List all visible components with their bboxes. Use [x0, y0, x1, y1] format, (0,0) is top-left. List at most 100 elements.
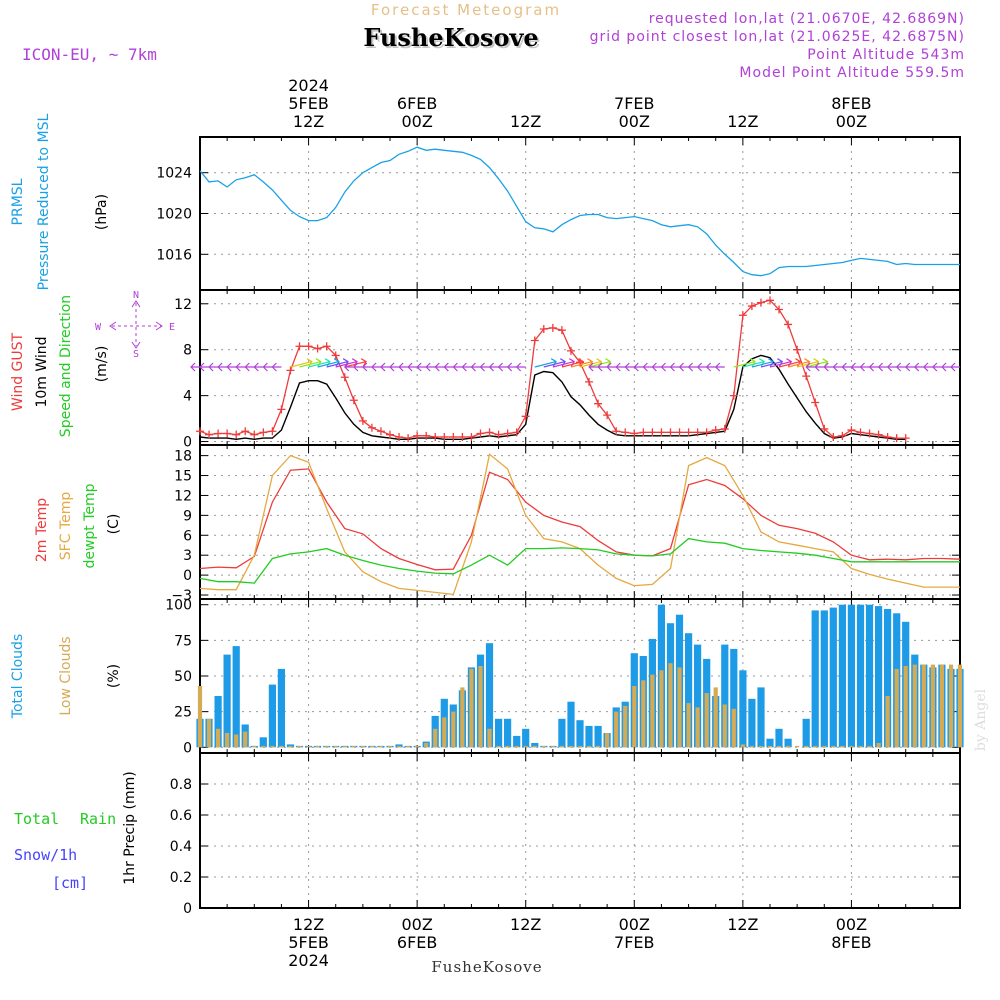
- low-cloud-bar: [270, 745, 275, 748]
- dewpt-line: [199, 537, 960, 584]
- wind-arrow: [841, 362, 852, 372]
- low-cloud-bar: [650, 674, 655, 748]
- low-cloud-bar: [252, 745, 257, 748]
- gust-point: [376, 427, 385, 436]
- gust-point: [892, 434, 901, 443]
- low-cloud-bar: [261, 745, 266, 748]
- low-cloud-bar: [451, 711, 456, 748]
- wind-arrow: [190, 362, 200, 372]
- temp2m-label: 2m Temp: [34, 498, 50, 562]
- gust-point: [729, 391, 738, 400]
- top-time-label: 00Z: [401, 112, 432, 131]
- wind-arrow: [633, 362, 644, 372]
- wind-arrow: [923, 362, 933, 372]
- wind-arrow: [398, 362, 409, 372]
- low-cloud-bar: [469, 668, 474, 748]
- low-cloud-bar: [288, 745, 293, 748]
- y-tick-label: 3: [183, 548, 192, 564]
- wind-arrow: [687, 362, 698, 372]
- gust-point: [747, 302, 756, 311]
- wind-arrow: [434, 362, 445, 372]
- low-cloud-bar: [206, 718, 212, 748]
- wind-arrow: [588, 362, 599, 372]
- wind-arrow: [226, 362, 237, 372]
- low-cloud-bar: [731, 708, 736, 748]
- gust-point: [621, 428, 630, 437]
- total-cloud-bar: [820, 610, 828, 748]
- low-cloud-bar: [668, 663, 673, 748]
- y-tick-label: 1020: [156, 207, 192, 223]
- wind-arrow: [452, 362, 463, 372]
- wind-arrow: [253, 362, 264, 372]
- compass-e: E: [169, 322, 175, 333]
- low-cloud-bar: [912, 664, 917, 748]
- total-cloud-bar: [829, 607, 837, 748]
- total-cloud-bar: [567, 701, 575, 748]
- gust-point: [838, 431, 847, 440]
- wind-arrow: [308, 358, 331, 368]
- wind-arrow: [552, 358, 576, 368]
- bottom-time-label: 2024: [288, 951, 329, 970]
- temperature-panel: −3 0 3 6 9 12 15 18: [171, 444, 961, 604]
- low-cloud-bar: [921, 664, 926, 748]
- y-tick-label: 0: [183, 435, 192, 451]
- top-time-label: 5FEB: [288, 94, 328, 113]
- low-cloud-bar: [415, 745, 420, 748]
- gust-point: [413, 431, 422, 440]
- low-cloud-bar: [623, 705, 628, 748]
- low-cloud-bar: [306, 745, 311, 748]
- y-tick-label: 18: [174, 449, 192, 465]
- gust-point: [566, 346, 575, 355]
- wind-arrow: [488, 362, 499, 372]
- total-cloud-bar: [495, 718, 503, 748]
- gust-label: Wind GUST: [10, 332, 26, 411]
- gust-point: [476, 429, 485, 438]
- total-cloud-bar: [757, 687, 765, 748]
- bottom-time-label: 7FEB: [614, 933, 654, 952]
- wind-arrow: [416, 362, 427, 372]
- low-cloud-bar: [433, 728, 438, 748]
- low-cloud-bar: [279, 745, 284, 748]
- total-cloud-bar: [232, 646, 240, 748]
- wind-arrow: [217, 362, 228, 372]
- total-cloud-bar: [558, 718, 566, 748]
- bottom-location: FusheKosove: [431, 958, 542, 976]
- total-cloud-bar: [802, 718, 810, 748]
- gust-point: [756, 298, 765, 307]
- watermark: by Angel: [973, 688, 989, 751]
- wind-arrow: [208, 362, 219, 372]
- low-cloud-bar: [749, 745, 754, 748]
- precip-snow-label: Snow/1h: [14, 846, 77, 864]
- gust-point: [856, 428, 865, 437]
- wind-arrow: [932, 362, 942, 372]
- model-label: ICON-EU, ~ 7km: [22, 45, 157, 64]
- wind-arrow: [814, 362, 825, 372]
- total-cloud-bar: [522, 728, 530, 748]
- low-cloud-bar: [767, 745, 773, 748]
- low-cloud-bar: [804, 745, 809, 748]
- gust-point: [811, 398, 820, 407]
- low-cloud-bar: [695, 707, 700, 748]
- low-cloud-bar: [514, 745, 519, 748]
- total-cloud-bar: [721, 644, 729, 748]
- low-cloud-bar: [577, 745, 583, 748]
- wind-arrow: [343, 362, 354, 372]
- compass-s: S: [133, 349, 139, 360]
- low-cloud-bar: [659, 670, 664, 748]
- wind-label: 10m Wind: [34, 336, 50, 407]
- total-cloud-bar: [884, 609, 892, 748]
- low-cloud-bar: [641, 680, 646, 748]
- gust-point: [539, 325, 548, 334]
- sfc-temp-label: SFC Temp: [58, 492, 74, 561]
- point-altitude: Point Altitude 543m: [807, 47, 965, 63]
- gust-point: [458, 432, 467, 441]
- gust-point: [901, 434, 910, 443]
- gust-point: [205, 430, 214, 439]
- low-cloud-bar: [351, 745, 356, 748]
- gust-point: [331, 351, 340, 360]
- gust-point: [557, 326, 566, 335]
- y-tick-label: 9: [183, 508, 192, 524]
- wind-arrow: [606, 362, 617, 372]
